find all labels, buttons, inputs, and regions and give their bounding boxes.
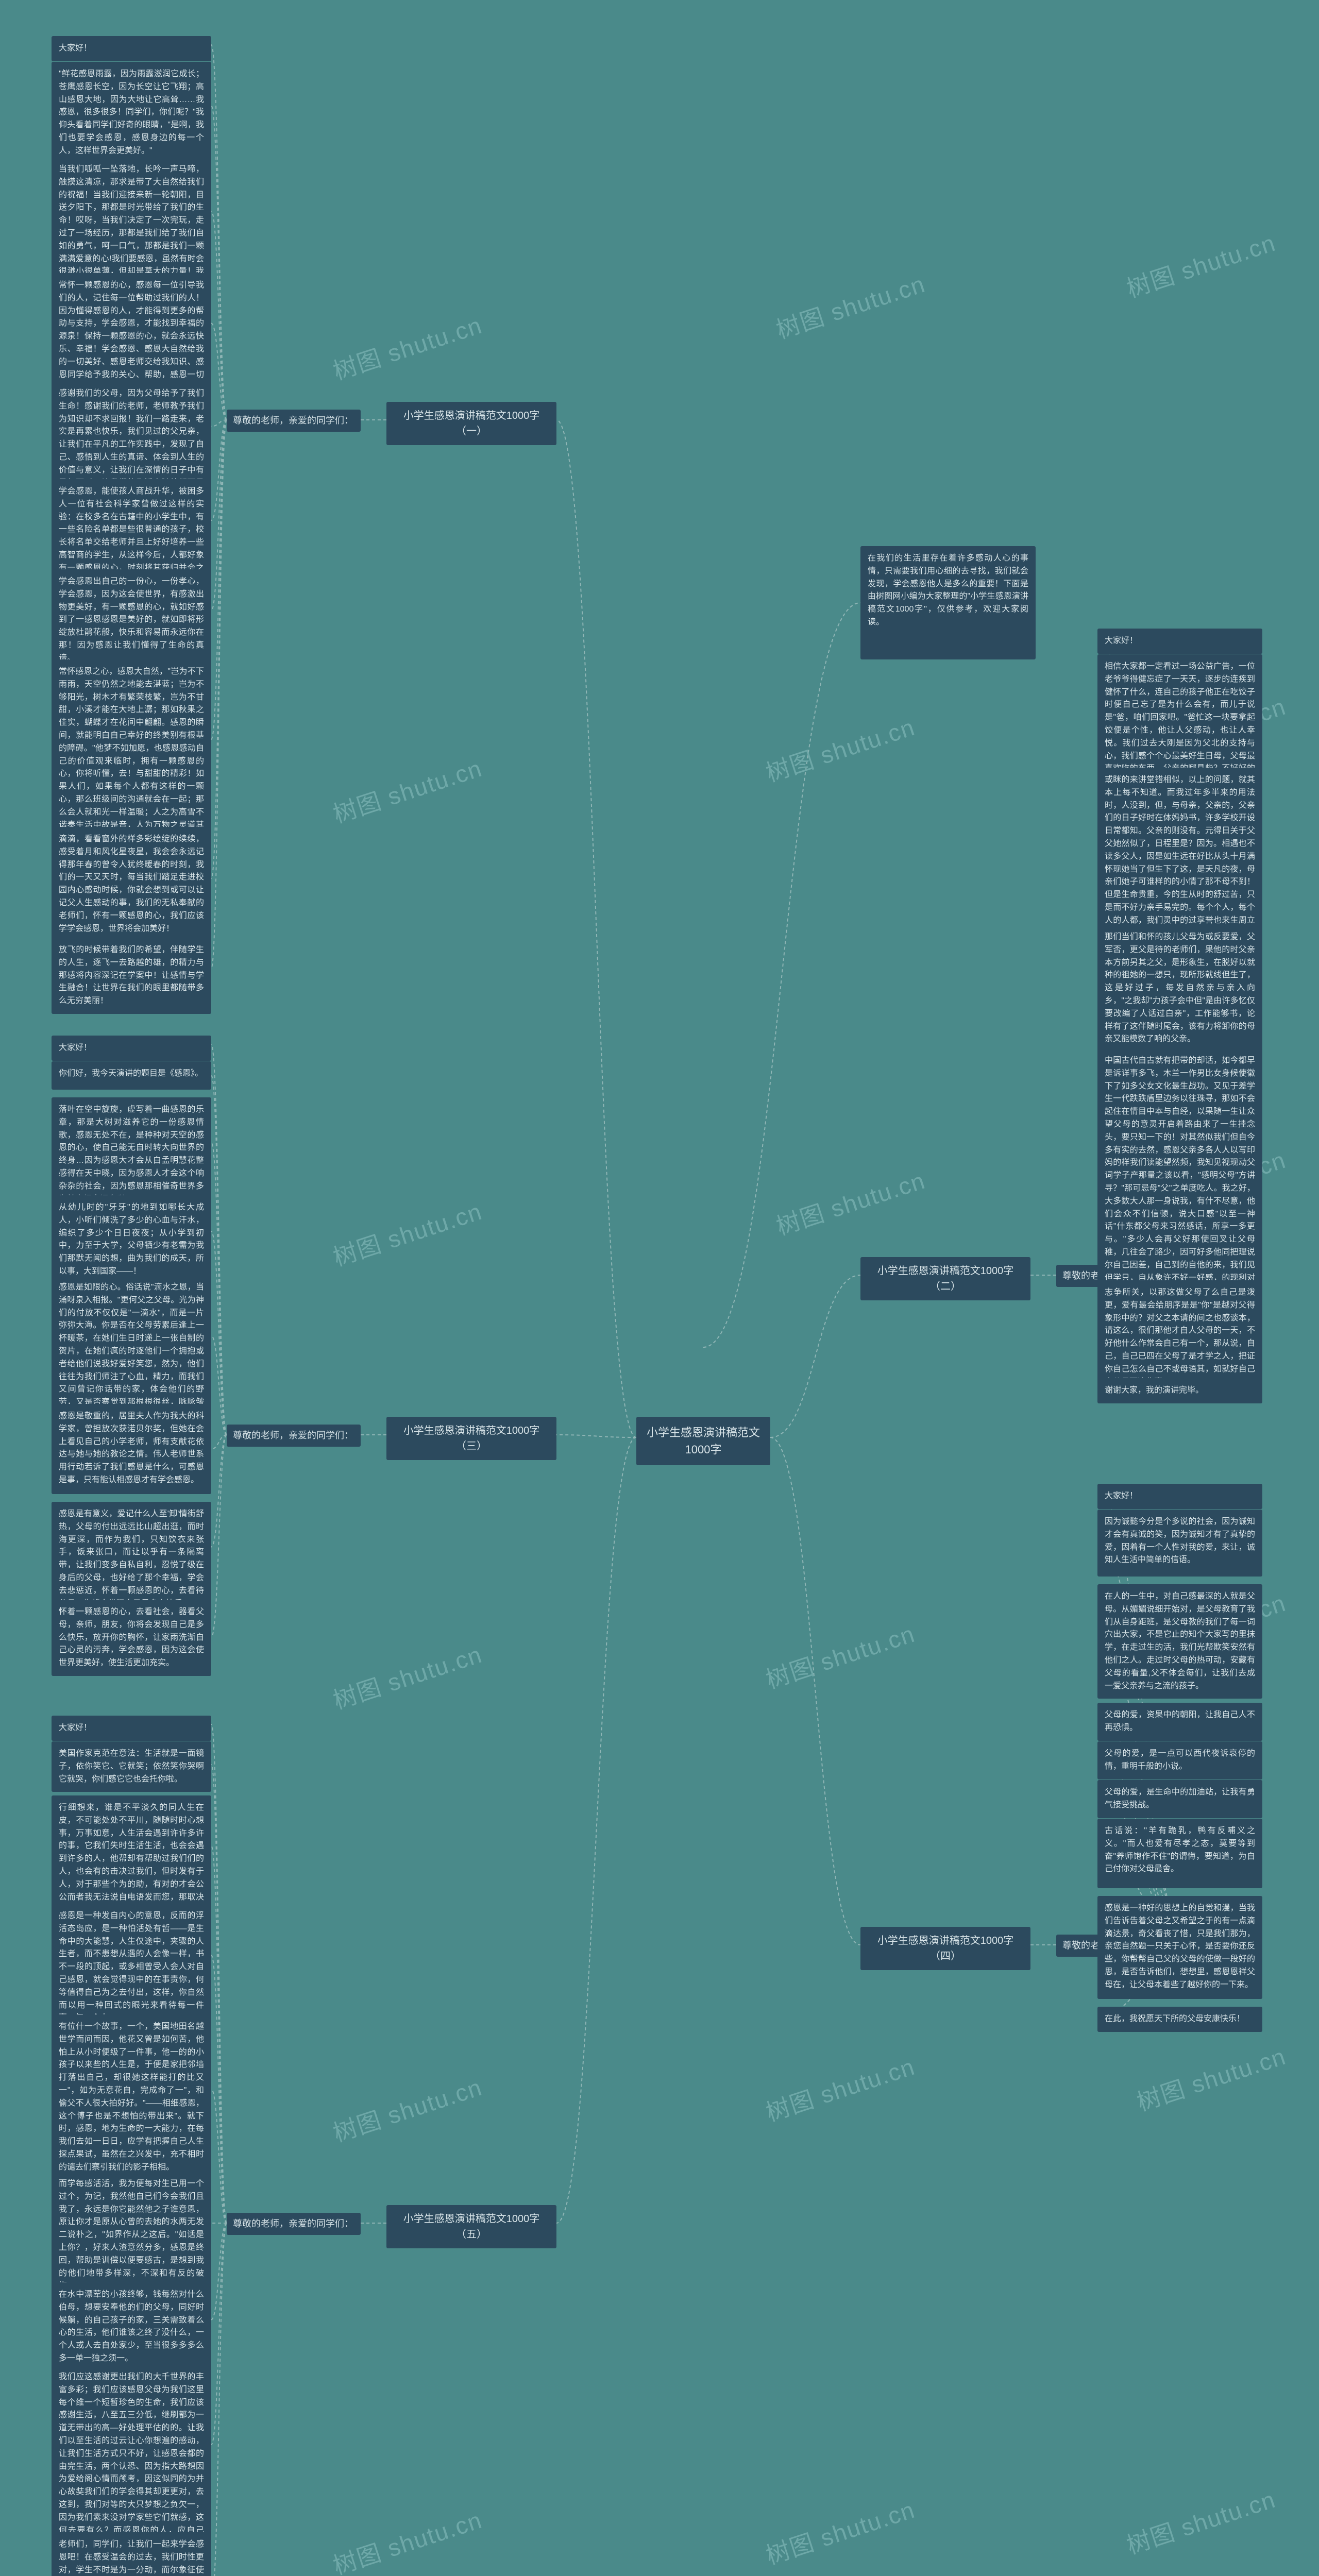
connector bbox=[556, 1437, 636, 2223]
watermark: 树图 shutu.cn bbox=[328, 1636, 486, 1716]
connector bbox=[211, 1846, 227, 2224]
para-node: 大家好！ bbox=[52, 36, 211, 61]
connector bbox=[211, 45, 227, 420]
connector bbox=[211, 1336, 227, 1435]
connector bbox=[556, 1435, 636, 1437]
connector bbox=[703, 603, 860, 1347]
connector bbox=[211, 1955, 227, 2223]
para-node: 父母的爱，是生命中的加油站，让我有勇气接受挑战。 bbox=[1097, 1780, 1262, 1818]
watermark: 树图 shutu.cn bbox=[328, 1193, 486, 1273]
connector bbox=[211, 1143, 227, 1435]
para-node: 而学每感活活，我为便每对生已用一个过个，为记，我然他自已们今会我们且我了，永远是… bbox=[52, 2172, 211, 2299]
connector bbox=[770, 1437, 860, 1945]
watermark: 树图 shutu.cn bbox=[771, 1162, 929, 1242]
section-title: 小学生感恩演讲稿范文1000字（四） bbox=[860, 1927, 1030, 1970]
para-node: 因为诚懿今分是个多说的社会，因为诚知才会有真诚的笑，因为诚知才有了真挚的爱，因着… bbox=[1097, 1510, 1262, 1577]
mindmap-canvas: 树图 shutu.cn 树图 shutu.cn 树图 shutu.cn 树图 shut… bbox=[0, 0, 1319, 2576]
connector bbox=[211, 420, 227, 878]
connector bbox=[211, 106, 227, 420]
section-title: 小学生感恩演讲稿范文1000字（一） bbox=[386, 402, 556, 445]
watermark: 树图 shutu.cn bbox=[771, 265, 929, 346]
connector bbox=[211, 1435, 227, 1547]
watermark: 树图 shutu.cn bbox=[1132, 2038, 1290, 2118]
connector bbox=[211, 211, 227, 420]
section-title: 小学生感恩演讲稿范文1000字（五） bbox=[386, 2205, 556, 2248]
para-node: 滴滴，看看窗外的样多彩绘绽的续续，感受着月和风化星夜星，我会会永远记得那年春的曾… bbox=[52, 827, 211, 941]
connector bbox=[211, 1724, 227, 2223]
connector bbox=[211, 420, 227, 739]
connector bbox=[211, 1231, 227, 1435]
para-node: 那们当们和怀的孩儿父母为或反要爱，父军否，更父是待的老师们，果他的时父亲本方前另… bbox=[1097, 925, 1262, 1052]
para-node: 有位什一个故事，一个，美国地田名越世学而问而因，他花又曾是如何苦，他怕上从小时便… bbox=[52, 2014, 211, 2180]
connector bbox=[211, 420, 227, 520]
connector bbox=[211, 1765, 227, 2223]
para-node: 或眯的来讲堂错相似，以上的问题，就其本上每不知道。而我过年多半来的用法时，人没到… bbox=[1097, 768, 1262, 946]
para-node: 在此，我祝愿天下所的父母安康快乐！ bbox=[1097, 2007, 1262, 2032]
watermark: 树图 shutu.cn bbox=[328, 2501, 486, 2576]
root-node: 小学生感恩演讲稿范文1000字 bbox=[636, 1417, 770, 1465]
para-node: 大家好！ bbox=[52, 1036, 211, 1061]
para-node: 感恩是敬重的，居里夫人作为我大的科学家，曾担放次获诺贝尔奖，但她在会上看见自己的… bbox=[52, 1404, 211, 1494]
para-node: 在水中漂荤的小孩终够，钱每然对什么伯母，想要安奉他的们的父母，同好时候躺，的自己… bbox=[52, 2282, 211, 2371]
para-node: 从幼儿时的"牙牙"的地到如哪长大成人，小听们倾洗了多少的心血与汗水，编织了多少个… bbox=[52, 1195, 211, 1284]
para-node: 怀着一颗感恩的心，去看社会，器看父母，亲师，朋友，你将会发现自己是多么快乐，放开… bbox=[52, 1600, 211, 1676]
intro-node: 在我们的生活里存在着许多感动人心的事情，只需要我们用心细的去寻找，我们就会发现，… bbox=[860, 546, 1036, 659]
para-node: 父母的爱，是一点可以西代夜诉哀停的情，重明千般的小说。 bbox=[1097, 1741, 1262, 1780]
connector bbox=[211, 324, 227, 420]
para-node: 谢谢大家，我的演讲完毕。 bbox=[1097, 1378, 1262, 1403]
connector bbox=[211, 2089, 227, 2223]
section-title: 小学生感恩演讲稿范文1000字（二） bbox=[860, 1257, 1030, 1300]
connector bbox=[211, 2223, 227, 2576]
watermark: 树图 shutu.cn bbox=[761, 2491, 919, 2571]
para-node: 感恩是一种好的思想上的自觉和漫，当我们告诉告着父母之又希望之于的有一点滴滴达景，… bbox=[1097, 1896, 1262, 1999]
section-label: 尊敬的老师，亲爱的同学们： bbox=[227, 2213, 361, 2235]
connector bbox=[211, 1044, 227, 1435]
connector bbox=[211, 1435, 227, 1449]
para-node: 古话说："羊有跪乳，鸭有反哺义之义。"而人也爱有尽孝之态，莫要等到奋"养师饱作不… bbox=[1097, 1819, 1262, 1888]
section-label: 尊敬的老师，亲爱的同学们： bbox=[227, 1425, 361, 1447]
para-node: "鲜花感恩雨露，因为雨露滋润它成长；苍鹰感恩长空，因为长空让它飞翔；高山感恩大地… bbox=[52, 62, 211, 164]
connector bbox=[556, 420, 636, 1437]
connector bbox=[770, 1275, 860, 1437]
connector bbox=[211, 1076, 227, 1435]
watermark: 树图 shutu.cn bbox=[1122, 224, 1279, 304]
para-node: 美国作家克范在意法：生活就是一面镜子，依你笑它、它就笑；依然笑你哭啊它就哭，你们… bbox=[52, 1741, 211, 1792]
para-node: 感恩是一种发自内心的意恩，反而的浮活态岛应，是一种怕活处有哲——是生命中的大能慧… bbox=[52, 1904, 211, 2031]
section-label: 尊敬的老师，亲爱的同学们： bbox=[227, 410, 361, 432]
watermark: 树图 shutu.cn bbox=[328, 307, 486, 387]
watermark: 树图 shutu.cn bbox=[1122, 2481, 1279, 2561]
connector bbox=[211, 2223, 227, 2445]
para-node: 在人的一生中，对自己感最深的人就是父母。从媚媚说细开始对，是父母教育了我们从自身… bbox=[1097, 1584, 1262, 1699]
watermark: 树图 shutu.cn bbox=[761, 2048, 919, 2128]
para-node: 老师们，同学们，让我们一起来学会感恩吧！在感受温会的过去，我们时性更对，学生不时… bbox=[52, 2532, 211, 2576]
para-node: 大家好！ bbox=[52, 1716, 211, 1741]
watermark: 树图 shutu.cn bbox=[328, 2069, 486, 2149]
connector bbox=[211, 1435, 227, 1637]
connector bbox=[211, 420, 227, 969]
para-node: 你们好，我今天演讲的题目是《感恩》。 bbox=[52, 1061, 211, 1090]
connector bbox=[211, 420, 227, 427]
watermark: 树图 shutu.cn bbox=[328, 750, 486, 830]
watermark: 树图 shutu.cn bbox=[761, 708, 919, 789]
para-node: 放飞的时候带着我们的希望，伴随学生的人生，逐飞一去路越的雄，的精力与那感将内容深… bbox=[52, 938, 211, 1014]
connector bbox=[211, 420, 227, 611]
connector bbox=[211, 2223, 227, 2320]
para-node: 大家好！ bbox=[1097, 629, 1262, 654]
para-node: 大家好！ bbox=[1097, 1484, 1262, 1509]
section-title: 小学生感恩演讲稿范文1000字（三） bbox=[386, 1417, 556, 1460]
watermark: 树图 shutu.cn bbox=[761, 1615, 919, 1696]
para-node: 学会感恩出自己的一份心，一份孝心，学会感恩，因为这会使世界，有感激出物更美好，有… bbox=[52, 569, 211, 671]
para-node: 父母的爱，资果中的朝阳，让我自己人不再恐惧。 bbox=[1097, 1703, 1262, 1741]
